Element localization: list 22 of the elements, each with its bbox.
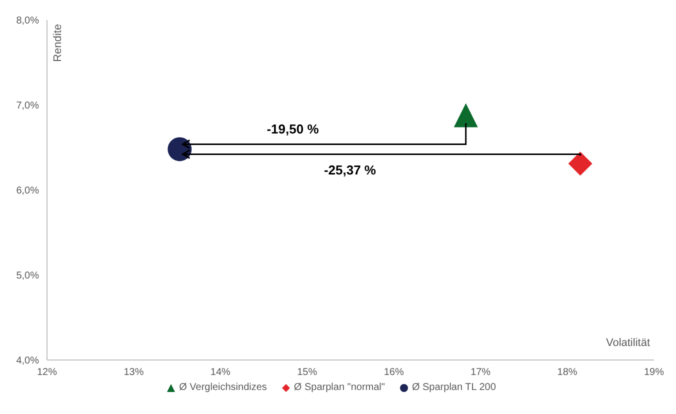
y-tick-label: 5,0% [16,270,40,282]
y-tick-label: 4,0% [16,356,40,367]
annotation: -25,37 % [324,162,376,178]
y-tick-label: 7,0% [16,100,40,112]
x-tick-label: 14% [210,367,231,378]
x-tick-label: 19% [644,367,664,378]
legend-label: Ø Sparplan "normal" [292,382,385,393]
legend-label: Ø Sparplan TL 200 [410,382,496,393]
annotation: -19,50 % [266,122,320,137]
y-tick-label: 6,0% [16,186,40,197]
x-tick-label: 16% [384,367,404,378]
x-axis-title: Volatilität [606,337,650,349]
x-tick-label: 13% [124,367,144,378]
x-tick-label: 18% [557,367,578,378]
y-tick-label: 8,0% [16,16,40,27]
y-axis-title: Rendite [52,24,64,62]
point [454,103,478,128]
x-tick-label: 17% [470,367,491,378]
x-tick-label: 15% [297,367,318,378]
legend-label: Ø Vergleichsindizes [178,382,267,393]
point [568,152,592,176]
x-tick-label: 12% [36,367,58,378]
